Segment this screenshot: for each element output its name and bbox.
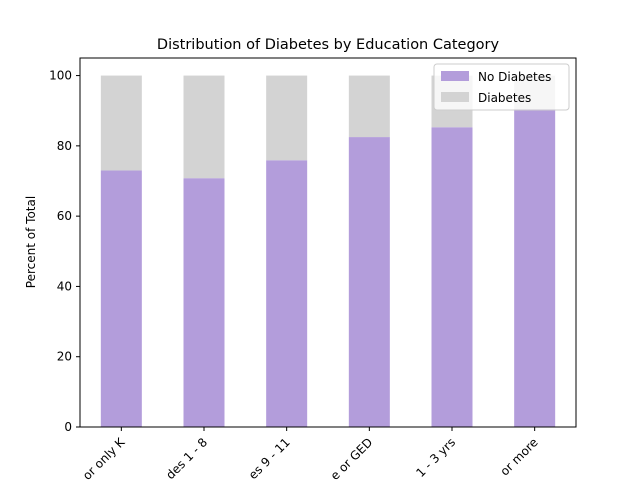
axes-border (79, 57, 577, 428)
bar-diabetes-2 (266, 75, 308, 161)
y-tick-label: 100 (49, 69, 72, 83)
bar-no-diabetes-2 (266, 160, 308, 427)
x-tick-label: 1 - 3 yrs (413, 435, 458, 480)
y-tick-label: 60 (57, 209, 72, 223)
legend-label: Diabetes (478, 91, 531, 105)
y-tick-label: 20 (57, 350, 72, 364)
x-tick-label: es 9 - 11 (246, 435, 293, 480)
bar-no-diabetes-0 (100, 170, 142, 427)
legend-swatch-diabetes (441, 92, 469, 102)
x-tick-label: or only K (80, 434, 128, 480)
bar-diabetes-1 (183, 75, 225, 179)
bar-diabetes-0 (100, 75, 142, 171)
bar-no-diabetes-3 (348, 137, 390, 428)
x-axis: or only K des 1 - 8 es 9 - 11 e or GED 1 - 3… (80, 427, 541, 480)
x-tick-label: or more (498, 435, 541, 478)
y-tick-label: 40 (57, 279, 72, 293)
y-axis-label: Percent of Total (24, 196, 38, 288)
chart-title: Distribution of Diabetes by Education Ca… (157, 37, 500, 53)
legend: No Diabetes Diabetes (433, 63, 570, 111)
legend-label: No Diabetes (478, 70, 551, 84)
bar-diabetes-3 (348, 75, 390, 138)
bar-no-diabetes-4 (431, 127, 473, 427)
bars-group (100, 75, 556, 428)
y-tick-label: 80 (57, 139, 72, 153)
plot-frame (79, 57, 577, 428)
x-tick-label: e or GED (328, 435, 376, 480)
y-axis: 0 20 40 60 80 100 (49, 69, 80, 434)
bar-no-diabetes-5 (514, 108, 556, 427)
y-tick-label: 0 (64, 420, 72, 434)
bar-no-diabetes-1 (183, 178, 225, 427)
legend-swatch-no-diabetes (441, 71, 469, 81)
x-tick-label: des 1 - 8 (163, 435, 210, 480)
